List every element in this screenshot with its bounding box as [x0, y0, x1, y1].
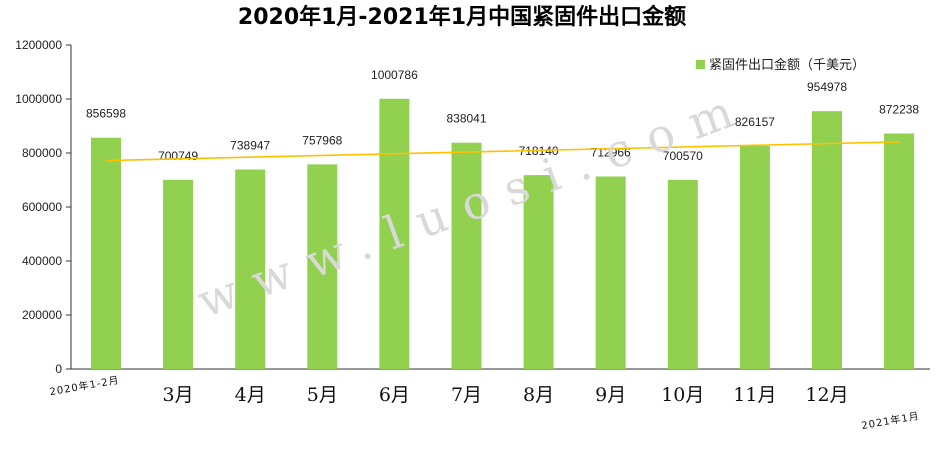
data-label: 856598: [86, 107, 126, 121]
y-ticks: 0 200000 400000 600000 800000 1000000 1200000: [15, 38, 71, 376]
x-tick-label: 7月: [451, 384, 482, 406]
bar: [91, 137, 121, 369]
legend-label: 紧固件出口金额（千美元）: [709, 57, 865, 73]
bar: [379, 98, 410, 369]
data-label: 838041: [446, 112, 486, 126]
bar: [451, 142, 482, 369]
x-tick-label: 2020年1-2月: [49, 373, 121, 398]
y-tick-label: 200000: [22, 308, 62, 322]
y-tick-label: 600000: [22, 200, 62, 214]
bar: [307, 164, 338, 369]
data-label: 757968: [302, 133, 342, 147]
y-tick-label: 800000: [22, 146, 62, 160]
bars: [91, 98, 915, 369]
x-tick-label: 11月: [733, 384, 776, 406]
x-ticks: 2020年1-2月 3月 4月 5月 6月 7月 8月 9月 10月 11月 12月 2021年1月: [49, 373, 921, 432]
data-label: 872238: [879, 102, 919, 116]
data-label: 1000786: [371, 68, 418, 82]
bar: [812, 111, 842, 369]
bar: [884, 133, 915, 369]
x-tick-label: 4月: [235, 384, 266, 406]
data-label: 826157: [735, 115, 775, 129]
x-tick-label: 2021年1月: [860, 409, 920, 432]
data-labels: 8565987007497389477579681000786838041718…: [86, 68, 919, 163]
bar: [595, 176, 626, 369]
data-label: 738947: [230, 138, 270, 152]
chart-title: 2020年1月-2021年1月中国紧固件出口金额: [238, 4, 686, 30]
data-label: 700570: [663, 149, 703, 163]
y-tick-label: 1200000: [15, 38, 62, 52]
bar: [163, 179, 194, 369]
y-tick-label: 0: [55, 362, 62, 376]
x-tick-label: 9月: [595, 384, 626, 406]
x-tick-label: 8月: [523, 384, 554, 406]
y-tick-label: 1000000: [15, 92, 62, 106]
bar: [667, 179, 698, 369]
legend: 紧固件出口金额（千美元）: [696, 57, 865, 73]
data-label: 700749: [158, 149, 198, 163]
y-tick-label: 400000: [22, 254, 62, 268]
x-tick-label: 12月: [805, 384, 848, 406]
bar: [235, 169, 266, 369]
bar: [739, 145, 770, 369]
trendline: [105, 141, 900, 162]
legend-swatch: [696, 60, 705, 69]
data-label: 954978: [807, 80, 847, 94]
x-tick-label: 5月: [307, 384, 338, 406]
x-tick-label: 3月: [163, 384, 194, 406]
bar: [523, 175, 554, 369]
x-tick-label: 6月: [379, 384, 410, 406]
x-tick-label: 10月: [661, 384, 704, 406]
